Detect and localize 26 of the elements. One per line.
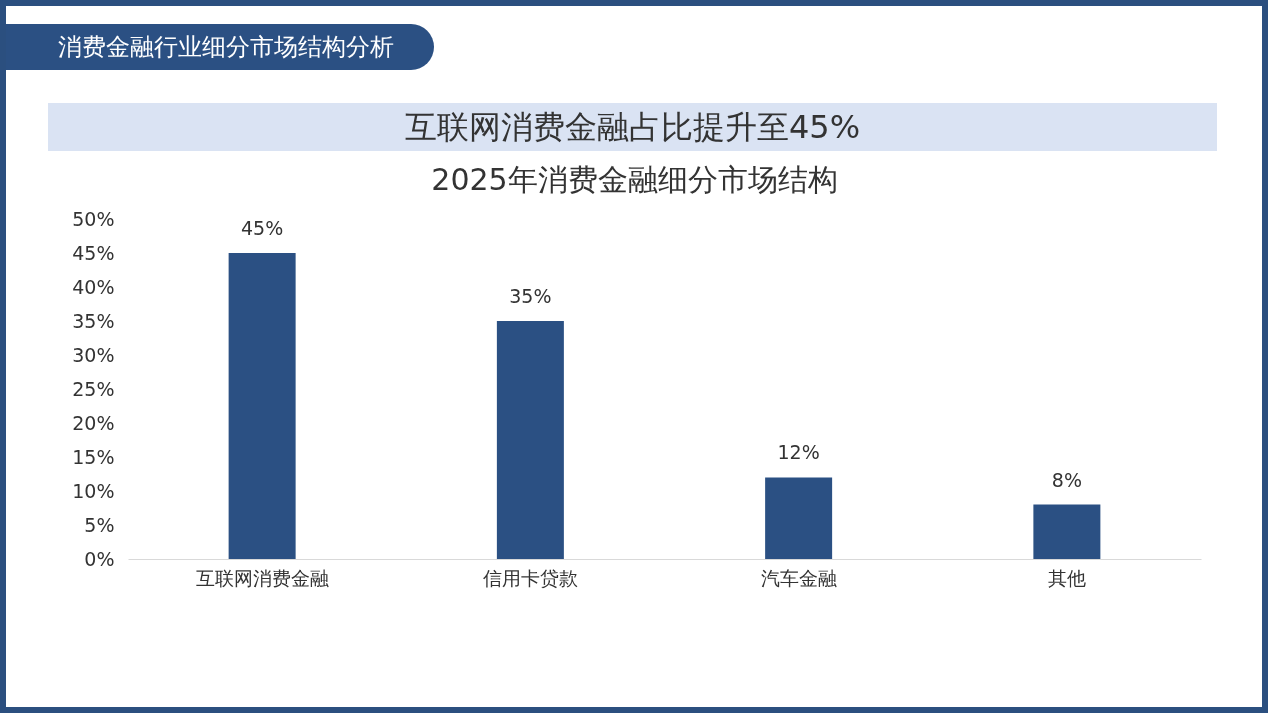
- y-tick-label: 45%: [72, 241, 115, 264]
- y-tick-label: 5%: [84, 513, 115, 536]
- text: 消费金融行业细分市场结构分析: [6, 24, 434, 70]
- y-tick-label: 50%: [72, 207, 115, 230]
- y-tick-label: 15%: [72, 445, 115, 468]
- x-tick-label: 其他: [1047, 566, 1086, 589]
- x-tick-label: 互联网消费金融: [195, 566, 329, 589]
- y-tick-label: 10%: [72, 479, 115, 502]
- y-tick-label: 40%: [72, 275, 115, 298]
- data-label: 35%: [509, 285, 552, 307]
- x-tick-label: 信用卡贷款: [482, 566, 578, 589]
- data-label: 45%: [241, 217, 284, 239]
- data-label: 8%: [1051, 468, 1082, 491]
- bar: [765, 477, 833, 559]
- chart-subtitle: 互联网消费金融占比提升至45%: [48, 103, 1217, 151]
- y-tick-label: 35%: [72, 309, 115, 332]
- bar: [1033, 504, 1101, 559]
- data-label: 12%: [777, 441, 820, 464]
- bar: [228, 253, 296, 559]
- y-tick-label: 25%: [72, 377, 115, 400]
- x-tick-label: 汽车金融: [760, 566, 837, 589]
- bar: [496, 321, 564, 559]
- y-tick-label: 30%: [72, 343, 115, 366]
- y-tick-label: 0%: [84, 547, 115, 570]
- chart-title: 2025年消费金融细分市场结构: [431, 162, 838, 197]
- y-tick-label: 20%: [72, 411, 115, 434]
